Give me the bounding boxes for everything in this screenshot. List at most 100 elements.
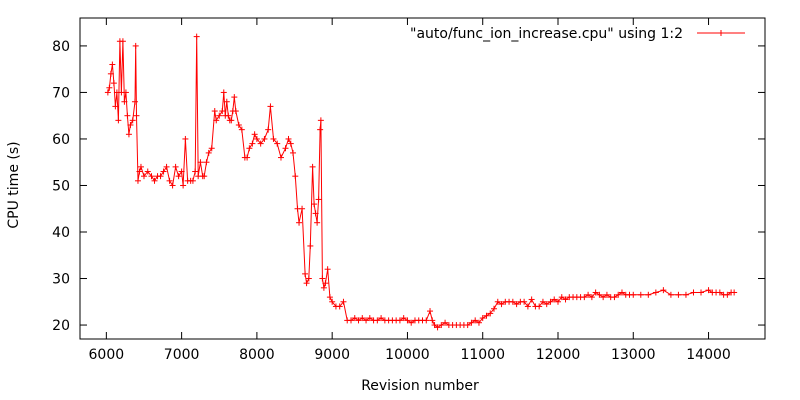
data-point-marker [163, 163, 170, 170]
data-point-marker [127, 122, 134, 128]
data-point-marker [312, 210, 319, 217]
data-point-marker [197, 159, 204, 166]
data-point-marker [129, 117, 136, 124]
x-axis-label: Revision number [361, 378, 479, 394]
data-point-marker [178, 168, 185, 175]
data-point-marker [600, 294, 607, 301]
data-point-marker [588, 294, 595, 301]
data-point-marker [404, 317, 411, 324]
data-point-marker [287, 140, 294, 147]
data-point-marker [231, 94, 238, 101]
x-tick-label: 13000 [611, 347, 656, 363]
data-point-marker [208, 145, 215, 152]
data-point-marker [539, 298, 546, 305]
y-tick-label: 60 [52, 132, 70, 148]
data-point-marker [596, 291, 603, 298]
data-point-marker [307, 242, 314, 249]
y-tick-label: 80 [52, 39, 70, 55]
axes: 6000 7000 8000 9000 10000 11000 12000 13000 1400… [52, 17, 766, 363]
data-point-marker [336, 303, 343, 310]
data-point-marker [618, 289, 625, 296]
data-point-marker [491, 305, 498, 312]
data-point-marker [374, 317, 381, 324]
data-point-marker [104, 89, 111, 96]
x-tick-label: 8000 [239, 347, 275, 363]
data-point-marker [220, 89, 227, 96]
data-point-marker [347, 317, 354, 324]
data-point-marker [203, 159, 210, 166]
data-point-marker [675, 291, 682, 298]
data-point-marker [296, 219, 303, 226]
data-point-marker [427, 308, 434, 315]
data-point-marker [351, 315, 358, 322]
x-tick-label: 9000 [314, 347, 350, 363]
data-point-marker [487, 310, 494, 317]
data-point-marker [585, 291, 592, 298]
data-point-marker [110, 80, 117, 87]
data-point-marker [311, 201, 318, 208]
data-point-marker [169, 182, 176, 189]
data-point-marker [363, 317, 370, 324]
data-point-marker [132, 42, 139, 49]
data-point-marker [442, 319, 449, 326]
data-point-marker [468, 319, 475, 326]
y-tick-label: 70 [52, 85, 70, 101]
data-point-marker [182, 135, 189, 142]
data-point-marker [408, 319, 415, 326]
plot-area [104, 33, 738, 331]
data-point-marker [115, 117, 122, 124]
data-point-marker [302, 270, 309, 277]
data-point-marker [562, 296, 569, 303]
data-point-marker [682, 291, 689, 298]
data-point-marker [355, 317, 362, 324]
data-point-marker [645, 291, 652, 298]
data-point-marker [547, 298, 554, 305]
data-point-marker [122, 89, 129, 96]
data-point-marker [225, 112, 232, 119]
data-point-marker [192, 168, 199, 175]
data-point-marker [253, 135, 260, 142]
y-tick-label: 40 [52, 225, 70, 241]
data-point-marker [438, 322, 445, 329]
data-point-marker [513, 301, 520, 308]
data-point-marker [716, 289, 723, 296]
data-point-marker [524, 303, 531, 310]
data-point-marker [431, 322, 438, 329]
data-point-marker [429, 317, 436, 324]
data-point-marker [320, 284, 327, 291]
data-point-marker [125, 131, 132, 138]
data-point-marker [400, 315, 407, 322]
y-tick-label: 50 [52, 178, 70, 194]
data-point-marker [464, 322, 471, 329]
data-point-marker [144, 168, 151, 175]
data-point-marker [551, 296, 558, 303]
data-point-marker [238, 126, 245, 133]
data-point-marker [509, 298, 516, 305]
data-point-marker [494, 298, 501, 305]
data-point-marker [315, 196, 322, 203]
data-point-marker [261, 135, 268, 142]
data-point-marker [592, 289, 599, 296]
data-point-marker [213, 117, 220, 124]
data-point-marker [124, 112, 131, 119]
data-point-marker [554, 298, 561, 305]
data-point-marker [257, 140, 264, 147]
data-point-marker [359, 315, 366, 322]
data-point-marker [148, 173, 155, 180]
series-line [107, 36, 735, 329]
data-point-marker [326, 294, 333, 301]
data-point-marker [193, 33, 200, 40]
data-point-marker [290, 149, 297, 156]
x-tick-label: 6000 [89, 347, 125, 363]
data-point-marker [731, 289, 738, 296]
data-point-marker [690, 289, 697, 296]
data-point-marker [112, 103, 119, 110]
data-point-marker [378, 315, 385, 322]
data-point-marker [603, 291, 610, 298]
x-tick-label: 10000 [385, 347, 430, 363]
data-point-marker [536, 303, 543, 310]
data-point-marker [274, 140, 281, 147]
data-point-marker [151, 177, 158, 184]
data-point-marker [235, 122, 242, 128]
